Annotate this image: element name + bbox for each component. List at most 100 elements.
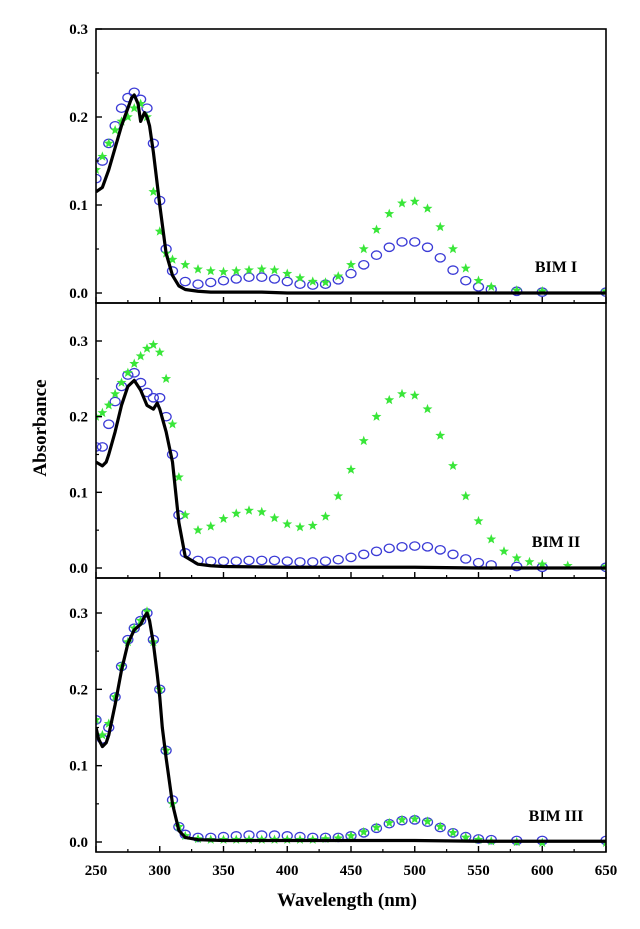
data-point-star xyxy=(97,407,108,418)
data-point-star xyxy=(173,472,184,482)
data-point-circle xyxy=(421,242,434,253)
data-point-star xyxy=(96,164,101,175)
x-tick-labels: 250 300 350 400 450 500 550 600 650 xyxy=(85,863,618,879)
data-point-circle xyxy=(205,277,217,288)
data-point-star xyxy=(435,221,446,232)
data-point-star xyxy=(422,203,433,213)
data-point-circle xyxy=(109,396,121,407)
data-point-circle xyxy=(281,276,293,287)
data-point-circle xyxy=(358,259,370,270)
data-point-circle xyxy=(358,549,370,560)
data-point-star xyxy=(129,103,140,113)
data-point-star xyxy=(307,520,318,530)
x-tick-label: 600 xyxy=(531,863,554,879)
data-point-star xyxy=(244,264,254,275)
data-point-star xyxy=(448,243,458,254)
data-point-circle xyxy=(345,268,357,279)
data-point-star xyxy=(409,390,420,400)
data-point-star xyxy=(244,505,254,515)
series-line xyxy=(96,378,606,570)
y-tick-label: 0.1 xyxy=(69,759,88,775)
x-tick-label: 300 xyxy=(149,863,172,879)
data-point-star xyxy=(110,388,121,399)
data-point-star xyxy=(537,286,548,296)
data-point-star xyxy=(397,814,407,825)
x-tick-label: 350 xyxy=(212,863,235,879)
data-point-circle xyxy=(370,546,383,557)
panel-3: 0.0 0.1 0.2 0.3 BIM III xyxy=(69,577,607,853)
data-point-star xyxy=(295,272,305,283)
data-point-star xyxy=(346,259,356,270)
data-point-star xyxy=(460,490,471,501)
data-point-circle xyxy=(447,265,459,275)
y-tick-label: 0.2 xyxy=(69,410,88,426)
data-point-star xyxy=(97,729,108,740)
data-point-star xyxy=(142,343,152,353)
data-point-star xyxy=(358,826,369,837)
data-point-star xyxy=(448,460,458,471)
data-point-star xyxy=(486,281,497,292)
data-point-star xyxy=(346,464,356,474)
data-point-star xyxy=(409,196,420,206)
series-stars xyxy=(96,339,606,571)
data-point-star xyxy=(180,509,191,520)
data-point-star xyxy=(193,264,203,274)
data-point-star xyxy=(167,419,178,429)
data-point-star xyxy=(180,259,191,270)
y-tick-label: 0.1 xyxy=(69,198,88,214)
data-point-circle xyxy=(332,554,344,565)
data-point-circle xyxy=(370,250,383,261)
x-axis-label: Wavelength (nm) xyxy=(277,890,417,911)
series-line xyxy=(96,378,606,570)
data-point-star xyxy=(256,506,267,517)
x-tick-label: 250 xyxy=(85,863,108,879)
x-tick-label: 550 xyxy=(467,863,490,879)
data-point-star xyxy=(422,403,433,414)
data-point-star xyxy=(397,388,407,399)
data-point-circle xyxy=(268,274,281,284)
data-point-star xyxy=(562,560,573,570)
panel-1-plot-area xyxy=(96,87,606,297)
x-tick-label: 450 xyxy=(340,863,363,879)
data-point-star xyxy=(320,833,331,844)
series-line xyxy=(96,93,606,295)
data-point-star xyxy=(256,264,267,274)
data-point-star xyxy=(218,513,229,524)
data-point-circle xyxy=(217,275,230,286)
y-tick-label: 0.3 xyxy=(69,606,88,622)
y-tick-label: 0.1 xyxy=(69,485,88,501)
panel-3-plot-area xyxy=(96,606,606,847)
panel-label: BIM II xyxy=(532,534,580,551)
data-point-star xyxy=(384,394,395,405)
data-point-star xyxy=(320,277,331,287)
data-point-circle xyxy=(96,715,102,725)
y-tick-label: 0.2 xyxy=(69,110,88,126)
data-point-star xyxy=(154,347,165,357)
data-point-circle xyxy=(96,442,109,452)
data-point-star xyxy=(103,138,114,148)
y-axis-label: Absorbance xyxy=(30,379,51,476)
data-point-star xyxy=(460,263,471,273)
data-point-circle xyxy=(243,272,255,283)
y-tick-label: 0.0 xyxy=(69,561,88,577)
data-point-star xyxy=(135,350,146,361)
data-point-circle xyxy=(447,549,459,560)
panel-label: BIM III xyxy=(529,808,584,825)
data-point-circle xyxy=(103,419,115,430)
data-point-circle xyxy=(460,275,472,286)
series-line xyxy=(96,93,606,295)
data-point-circle xyxy=(192,279,204,290)
x-tick-label: 400 xyxy=(276,863,299,879)
data-point-star xyxy=(320,511,331,521)
x-tick-label: 650 xyxy=(595,863,618,879)
data-point-star xyxy=(435,430,446,440)
data-point-star xyxy=(205,521,216,531)
data-point-circle xyxy=(230,274,242,284)
panel-label: BIM I xyxy=(535,259,577,276)
data-point-star xyxy=(358,435,369,446)
data-point-star xyxy=(384,817,395,828)
data-point-star xyxy=(499,546,509,556)
data-point-star xyxy=(460,832,471,842)
